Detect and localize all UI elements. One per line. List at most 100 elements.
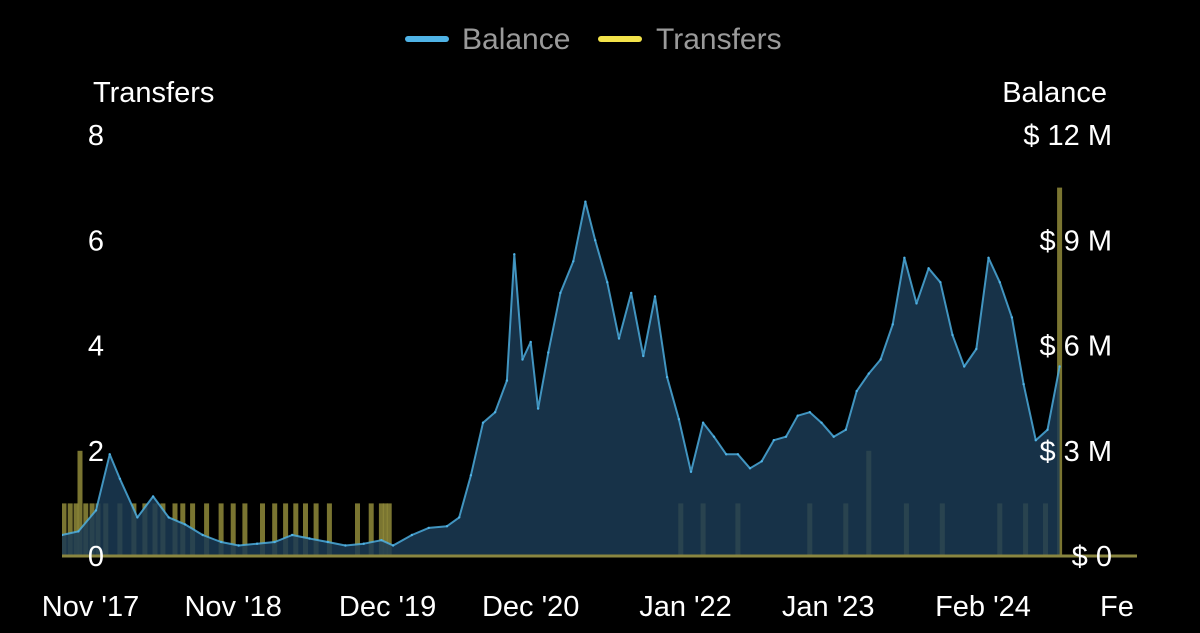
legend-swatch-balance	[405, 36, 449, 42]
balance-point	[458, 516, 461, 519]
transfer-bar	[303, 503, 308, 556]
balance-point	[808, 411, 811, 414]
balance-point	[505, 379, 509, 382]
transfer-bar	[67, 503, 73, 556]
balance-point	[712, 435, 716, 438]
balance-point	[291, 533, 294, 537]
x-tick-label: Dec '19	[339, 591, 436, 623]
transfer-bar	[204, 503, 210, 556]
balance-point	[572, 260, 575, 263]
balance-point	[772, 439, 775, 442]
x-tick-label: Nov '17	[42, 591, 139, 623]
right-tick-label: $ 6 M	[1039, 331, 1112, 363]
transfer-bar	[293, 503, 299, 556]
balance-point	[677, 418, 681, 421]
transfer-bar	[326, 503, 332, 556]
transfer-bar	[368, 503, 374, 556]
legend: Balance Transfers	[405, 23, 782, 56]
balance-point	[879, 358, 882, 361]
transfer-bar	[260, 503, 265, 556]
balance-point	[391, 544, 395, 547]
balance-point	[951, 333, 954, 337]
balance-point	[1022, 382, 1025, 386]
balance-area	[62, 201, 1060, 556]
transfer-bar	[73, 503, 79, 556]
balance-point	[820, 421, 823, 424]
balance-point	[529, 340, 532, 344]
balance-point	[493, 411, 497, 414]
balance-point	[939, 281, 942, 284]
balance-point	[445, 525, 449, 528]
left-tick-label: 8	[88, 120, 104, 152]
balance-point	[167, 516, 170, 519]
right-tick-label: $ 0	[1072, 541, 1112, 573]
balance-point	[701, 421, 705, 424]
balance-point	[481, 421, 485, 424]
balance-point	[855, 389, 858, 393]
transfer-bar	[230, 503, 236, 556]
balance-point	[344, 544, 347, 547]
legend-label-transfers: Transfers	[656, 23, 782, 56]
balance-point	[796, 414, 799, 417]
balance-point	[927, 267, 930, 270]
balance-point	[536, 407, 540, 410]
balance-point	[62, 533, 64, 537]
balance-series	[62, 200, 1061, 556]
transfer-bar	[313, 503, 319, 556]
balance-point	[784, 435, 788, 438]
transfer-bar	[77, 450, 83, 557]
legend-swatch-transfers	[598, 36, 642, 42]
balance-point	[1046, 428, 1049, 431]
legend-item-transfers[interactable]: Transfers	[598, 23, 782, 56]
x-tick-label: Dec '20	[482, 591, 579, 623]
transfer-bar	[382, 503, 388, 556]
right-axis-ticks: $ 12 M $ 9 M $ 6 M $ 3 M $ 0	[1023, 120, 1112, 573]
balance-point	[867, 372, 870, 375]
balance-point	[183, 523, 187, 526]
balance-point	[521, 358, 524, 361]
left-tick-label: 0	[88, 541, 104, 573]
balance-point	[915, 302, 918, 305]
balance-point	[653, 295, 657, 298]
left-axis-ticks: 8 6 4 2 0	[88, 120, 104, 573]
left-tick-label: 4	[88, 331, 104, 363]
x-tick-label: Nov '18	[184, 591, 281, 623]
balance-point	[547, 351, 550, 354]
transfer-bar	[242, 503, 248, 556]
transfer-bar	[355, 503, 360, 556]
balance-point	[760, 460, 763, 463]
legend-label-balance: Balance	[462, 23, 570, 56]
balance-point	[255, 542, 259, 545]
balance-point	[594, 239, 597, 242]
balance-point	[380, 539, 383, 542]
right-tick-label: $ 3 M	[1039, 436, 1112, 468]
transfer-bar	[386, 503, 392, 556]
balance-point	[326, 540, 329, 544]
balance-point	[362, 542, 365, 545]
x-axis-ticks: Nov '17 Nov '18 Dec '19 Dec '20 Jan '22 Jan '…	[42, 591, 1134, 623]
left-axis-title: Transfers	[93, 77, 214, 109]
legend-item-balance[interactable]: Balance	[405, 23, 570, 56]
balance-point	[725, 453, 728, 456]
balance-point	[891, 323, 894, 326]
balance-point	[987, 256, 990, 259]
right-tick-label: $ 12 M	[1023, 120, 1112, 152]
balance-point	[1058, 365, 1061, 368]
balance-point	[108, 453, 111, 456]
balance-point	[219, 540, 223, 544]
x-tick-label: Feb '24	[935, 591, 1031, 623]
balance-point	[118, 477, 122, 480]
balance-point	[903, 256, 906, 259]
balance-point	[469, 474, 473, 477]
balance-point	[630, 291, 633, 295]
balance-point	[606, 281, 609, 284]
balance-point	[642, 354, 645, 358]
balance-point	[963, 365, 966, 368]
left-tick-label: 2	[88, 436, 104, 468]
transfer-bar	[283, 503, 289, 556]
balance-point	[427, 526, 430, 530]
transfer-bar	[62, 503, 67, 556]
transfer-bar	[218, 503, 224, 556]
balance-point	[1010, 316, 1014, 319]
